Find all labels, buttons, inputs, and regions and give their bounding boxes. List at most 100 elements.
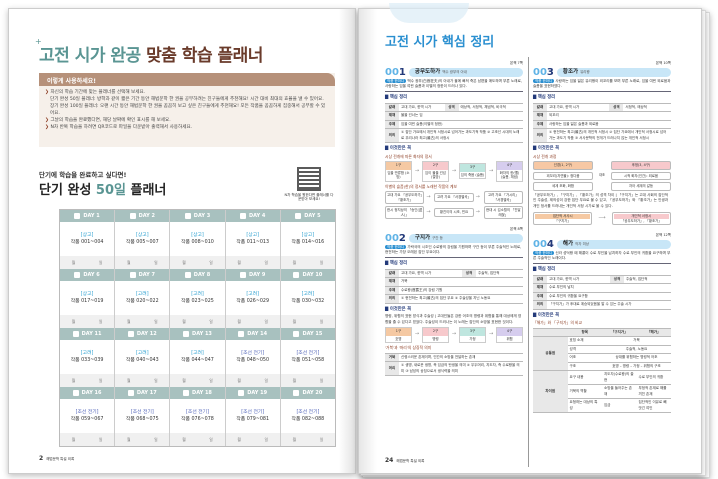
step-header: 3구 bbox=[460, 164, 485, 172]
day-checkbox[interactable] bbox=[295, 213, 302, 219]
book-icon: ▇ bbox=[385, 146, 390, 151]
day-checkbox[interactable] bbox=[238, 390, 245, 396]
info-value: 수로 부인의 귀환을 요구함 bbox=[547, 291, 671, 301]
day-label: 일 bbox=[319, 259, 324, 265]
info-value: 고대 가요, 한역 시가 bbox=[399, 102, 445, 112]
info-value: 수로왕(首露王)의 강림 기원 bbox=[399, 285, 523, 295]
day-cell: DAY 11 [고려] 작품 033~039 월 일 bbox=[60, 328, 115, 387]
symbol-value: ① 생명, 새로운 생명, 즉 임금의 탄생을 의미 ② 우두머리, 지도자, … bbox=[399, 361, 523, 376]
lineage-box: 고려 가요 「가시리」「서경별곡」 bbox=[483, 191, 523, 204]
subheading: 「해가」와 「구지가」의 비교 bbox=[533, 320, 583, 325]
subheading: 시상 전개에 따른 화자의 정서 bbox=[385, 153, 432, 159]
day-checkbox[interactable] bbox=[129, 213, 136, 219]
info-value: ① 현전하는 최고(最古)의 집단 무요 ② 주술성을 지닌 노동요 bbox=[399, 294, 523, 304]
info-row: 제재 꾀꼬리 bbox=[533, 111, 671, 121]
day-body: [조선 전기] 작품 076~078 bbox=[170, 399, 224, 433]
day-checkbox[interactable] bbox=[183, 331, 190, 337]
info-table: 갈래 고대 가요, 한역 시가 성격 주술적, 집단적 제재 거북 주제 수로왕(首露王)의 … bbox=[385, 268, 523, 304]
day-header: DAY 15 bbox=[280, 328, 335, 340]
day-checkbox[interactable] bbox=[240, 213, 246, 219]
day-checkbox[interactable] bbox=[293, 272, 300, 278]
day-checkbox[interactable] bbox=[184, 272, 191, 278]
day-checkbox[interactable] bbox=[293, 331, 300, 337]
lineage-box: 현대 시 김소월의 「진달래꽃」 bbox=[483, 206, 523, 219]
symbol-value: 신령스러운 존재이며, 인간의 소망을 전달하는 존재 bbox=[399, 352, 523, 362]
day-checkbox[interactable] bbox=[74, 272, 81, 278]
month-label: 월 bbox=[71, 436, 76, 442]
month-label: 월 bbox=[71, 259, 76, 265]
day-checkbox[interactable] bbox=[240, 272, 246, 278]
day-body: [상고] 작품 011~013 bbox=[226, 222, 280, 256]
day-cell: DAY 9 [고려] 작품 026~029 월 일 bbox=[225, 269, 280, 328]
entry-002: 본책 8쪽 002 구지가 구간 등 작품 한마디 가락국의 시조인 수로왕의 강림을 … bbox=[385, 227, 523, 376]
day-category: [조선 전기] bbox=[186, 410, 209, 415]
day-body: [조선 전기] 작품 048~050 bbox=[226, 340, 280, 374]
day-label: DAY 20 bbox=[302, 390, 323, 396]
row-value: 거북 bbox=[602, 336, 671, 346]
day-checkbox[interactable] bbox=[238, 331, 245, 337]
day-checkbox[interactable] bbox=[74, 213, 81, 219]
month-label: 월 bbox=[292, 436, 297, 442]
month-label: 월 bbox=[292, 259, 297, 265]
subheading: 시상 전개 과정 bbox=[533, 153, 557, 159]
entry-number: 003 bbox=[533, 67, 554, 77]
arrow-icon: → bbox=[488, 167, 494, 174]
day-checkbox[interactable] bbox=[129, 272, 136, 278]
arrow-icon: → bbox=[426, 193, 431, 200]
core-label: 핵심 정리 bbox=[537, 267, 556, 272]
day-checkbox[interactable] bbox=[293, 390, 300, 396]
symbol-row: 머리 ① 생명, 새로운 생명, 즉 임금의 탄생을 의미 ② 우두머리, 지도자… bbox=[385, 361, 523, 376]
day-label: DAY 15 bbox=[302, 331, 323, 337]
day-checkbox[interactable] bbox=[72, 331, 79, 337]
entry-title-pill: 구지가 구간 등 bbox=[408, 233, 523, 243]
day-body: [조선 전기] 작품 059~067 bbox=[60, 399, 114, 433]
diagram-box: 세계 조화, 화합 bbox=[533, 182, 593, 191]
day-label: DAY 12 bbox=[136, 331, 157, 337]
diagram-box: 꾀꼬리(자연물): 정다움 bbox=[533, 171, 593, 180]
step-body: 임을 만류함 (소망) bbox=[387, 170, 410, 180]
day-checkbox[interactable] bbox=[184, 213, 191, 219]
day-cell: DAY 15 [조선 전기] 작품 051~058 월 일 bbox=[280, 328, 335, 387]
day-header: DAY 6 bbox=[60, 269, 115, 281]
title-part-2: 맞춤 학습 플래너 bbox=[146, 46, 263, 66]
step-body: 화자의 한(恨) (슬픔, 체념) bbox=[499, 170, 520, 180]
day-cell: DAY 10 [고려] 작품 030~032 월 일 bbox=[280, 269, 335, 328]
info-table: 갈래 고대 가요, 한역 시가 성격 서정적, 애상적 제재 꾀꼬리 주제 사랑하는 임을 잃… bbox=[533, 102, 671, 143]
day-range: 작품 020~022 bbox=[125, 299, 159, 304]
day-cell: DAY 2 [상고] 작품 005~007 월 일 bbox=[115, 210, 170, 269]
day-checkbox[interactable] bbox=[127, 331, 134, 337]
month-label: 월 bbox=[126, 259, 131, 265]
core-section-heading: ▇ 핵심 정리 bbox=[385, 261, 523, 267]
day-checkbox[interactable] bbox=[127, 390, 134, 396]
day-body: [고려] 작품 023~025 bbox=[170, 281, 224, 315]
book-icon: ▇ bbox=[533, 95, 538, 100]
day-cell: DAY 16 [조선 전기] 작품 059~067 월 일 bbox=[60, 387, 115, 446]
subheading: 이별의 슬픔(한)의 정서를 노래한 작품의 계보 bbox=[385, 183, 457, 189]
day-label: 일 bbox=[209, 436, 213, 442]
entry-author: 유리왕 bbox=[580, 69, 590, 74]
day-range: 작품 068~075 bbox=[125, 417, 159, 422]
day-cell: DAY 6 [상고] 작품 017~019 월 일 bbox=[60, 269, 115, 328]
symbol-key: 거북 bbox=[385, 352, 399, 362]
arrow-icon: → bbox=[414, 167, 420, 174]
day-header: DAY 19 bbox=[225, 387, 280, 399]
day-cell: DAY 13 [고려] 작품 044~047 월 일 bbox=[170, 328, 225, 387]
day-range: 작품 023~025 bbox=[181, 299, 214, 304]
day-body: [상고] 작품 017~019 bbox=[60, 281, 114, 315]
arrow-icon: → bbox=[475, 208, 480, 215]
day-checkbox[interactable] bbox=[72, 390, 79, 396]
day-checkbox[interactable] bbox=[183, 390, 190, 396]
qr-code[interactable] bbox=[297, 167, 321, 191]
day-label: DAY 8 bbox=[193, 272, 211, 278]
howto-text: N차 반복 학습을 하려면 QR코드로 파일을 다운받아 출력해서 사용하세요. bbox=[50, 125, 193, 130]
arrow-icon: → bbox=[414, 331, 420, 338]
row-value: 지도자(수로왕)의 출현 bbox=[602, 370, 637, 385]
day-label: 일 bbox=[98, 436, 103, 442]
info-key: 갈래 bbox=[385, 102, 399, 112]
compare-head: 집단적 서사시 bbox=[535, 214, 591, 219]
info-value: 고대 가요, 한역 시가 bbox=[547, 102, 610, 112]
info-key: 의의 bbox=[385, 128, 399, 143]
step-box: 3구 임의 죽음 (슬픔) bbox=[459, 163, 486, 180]
